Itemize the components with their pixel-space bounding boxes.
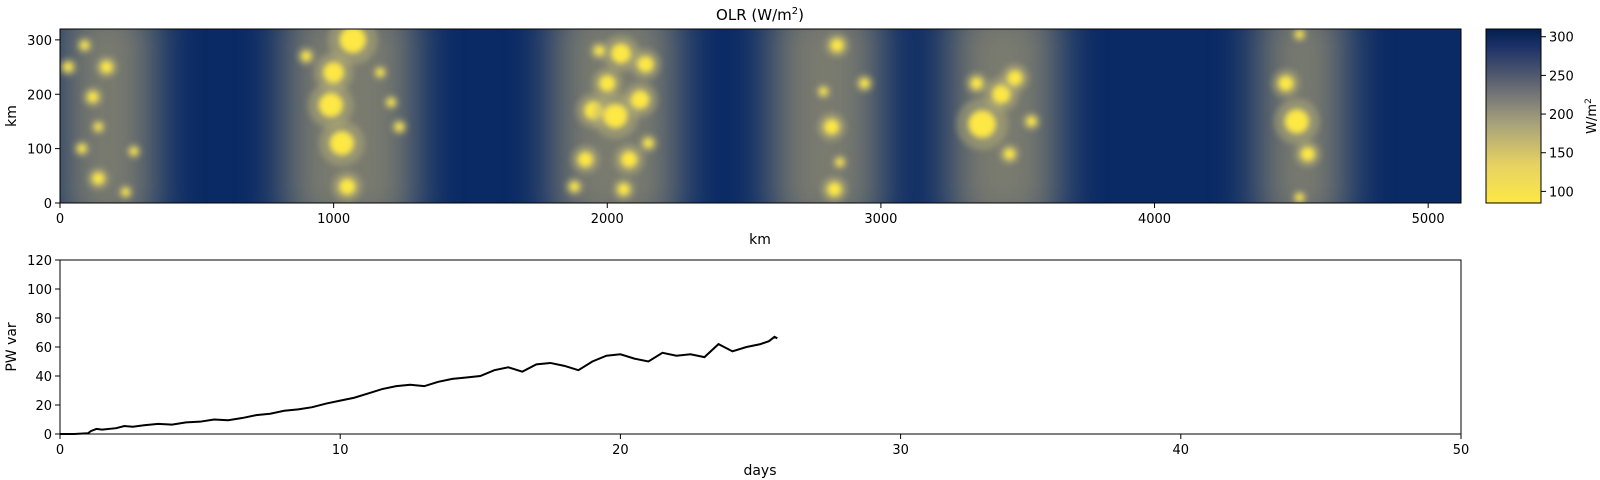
convective-cell [599, 75, 616, 92]
convective-cell [339, 29, 366, 54]
convective-cell [394, 122, 404, 132]
pw-var-panel: 0 10 20 30 40 50 0 20 40 60 80 100 120 days PW var [4, 254, 1469, 479]
colorbar-gradient [1486, 29, 1541, 203]
heatmap-y-axis: 0 100 200 300 [27, 34, 60, 212]
convective-cell [611, 43, 631, 64]
convective-cell [63, 62, 74, 72]
convective-cell [121, 188, 130, 197]
convective-cell [94, 122, 103, 131]
convective-cell [630, 90, 650, 109]
olr-heatmap-panel: OLR (W/m2) 0 1000 2000 3000 4000 5000 0 100 200… [4, 6, 1462, 248]
convective-cell [323, 62, 345, 83]
convective-band-0 [60, 29, 156, 203]
y-tick-label: 20 [35, 399, 52, 414]
convective-cell [77, 144, 87, 154]
line-y-label: PW var [4, 322, 20, 372]
heatmap-x-label: km [749, 232, 771, 248]
convective-cell [637, 56, 654, 73]
convective-cell [617, 183, 630, 196]
convective-cell [577, 151, 594, 168]
y-tick-label: 0 [44, 428, 52, 443]
convective-cell [603, 103, 628, 129]
convective-cell [1295, 193, 1304, 202]
convective-cell [835, 158, 844, 167]
y-tick-label: 200 [27, 88, 52, 103]
heatmap-frame [59, 28, 1462, 204]
x-tick-label: 50 [1453, 443, 1470, 458]
x-tick-label: 5000 [1412, 212, 1445, 227]
convective-cell [100, 61, 113, 74]
colorbar-frame [1485, 28, 1542, 204]
x-tick-label: 0 [56, 212, 64, 227]
line-plot-frame [59, 259, 1462, 435]
convective-cell [376, 68, 385, 77]
convective-cell [620, 151, 638, 168]
colorbar: 100 150 200 250 300 W/m2 [1485, 28, 1600, 204]
convective-cell [92, 172, 105, 185]
x-tick-label: 1000 [317, 212, 350, 227]
x-tick-label: 0 [56, 443, 64, 458]
y-tick-label: 80 [35, 312, 52, 327]
convective-cell [129, 147, 138, 156]
convective-cell [1300, 146, 1315, 162]
y-tick-label: 300 [27, 34, 52, 49]
convective-cell [80, 40, 90, 50]
colorbar-label: W/m2 [1584, 98, 1600, 134]
heatmap-x-axis: 0 1000 2000 3000 4000 5000 [56, 203, 1445, 227]
line-x-label: days [743, 463, 776, 479]
heatmap-y-label: km [4, 105, 20, 127]
x-tick-label: 40 [1173, 443, 1190, 458]
convective-cell [991, 84, 1011, 104]
y-tick-label: 60 [35, 341, 52, 356]
convective-cell [970, 77, 983, 90]
y-tick-label: 100 [27, 143, 52, 158]
convective-cell [819, 87, 828, 96]
convective-cell [643, 138, 654, 149]
y-tick-label: 40 [35, 370, 52, 385]
convective-cell [1284, 109, 1309, 134]
x-tick-label: 4000 [1138, 212, 1171, 227]
convective-cell [1004, 148, 1015, 160]
x-tick-label: 2000 [591, 212, 624, 227]
convective-cell [1278, 75, 1294, 92]
line-x-axis: 0 10 20 30 40 50 [56, 434, 1469, 458]
convective-cell [827, 182, 842, 197]
colorbar-tick-label: 250 [1549, 69, 1574, 84]
convective-cell [569, 181, 580, 192]
olr-title: OLR (W/m2) [716, 6, 804, 24]
convective-cell [329, 131, 354, 156]
convective-cell [823, 119, 840, 135]
y-tick-label: 0 [44, 197, 52, 212]
convective-cells [60, 29, 1322, 203]
pw-var-series-line [60, 335, 778, 435]
convective-cell [968, 110, 996, 138]
convective-cell [301, 51, 312, 62]
colorbar-tick-label: 300 [1549, 31, 1574, 46]
convective-cell [387, 98, 396, 107]
convective-cell [87, 91, 99, 103]
x-tick-label: 10 [332, 443, 349, 458]
y-tick-label: 100 [27, 283, 52, 298]
heatmap-background [60, 29, 1461, 203]
convective-cell [594, 45, 604, 56]
line-y-axis: 0 20 40 60 80 100 120 [27, 254, 60, 443]
convective-cell [1295, 30, 1304, 39]
convective-cell [1026, 116, 1037, 127]
colorbar-tick-label: 100 [1549, 185, 1574, 200]
colorbar-ticks: 100 150 200 250 300 [1541, 31, 1574, 200]
convective-cell [1007, 70, 1023, 86]
convective-cell [318, 93, 343, 118]
colorbar-tick-label: 200 [1549, 108, 1574, 123]
convective-cell [859, 78, 870, 89]
colorbar-tick-label: 150 [1549, 147, 1574, 162]
convective-cell [339, 178, 356, 195]
x-tick-label: 30 [892, 443, 909, 458]
y-tick-label: 120 [27, 254, 52, 269]
x-tick-label: 20 [612, 443, 629, 458]
x-tick-label: 3000 [864, 212, 897, 227]
convective-cell [830, 38, 844, 52]
